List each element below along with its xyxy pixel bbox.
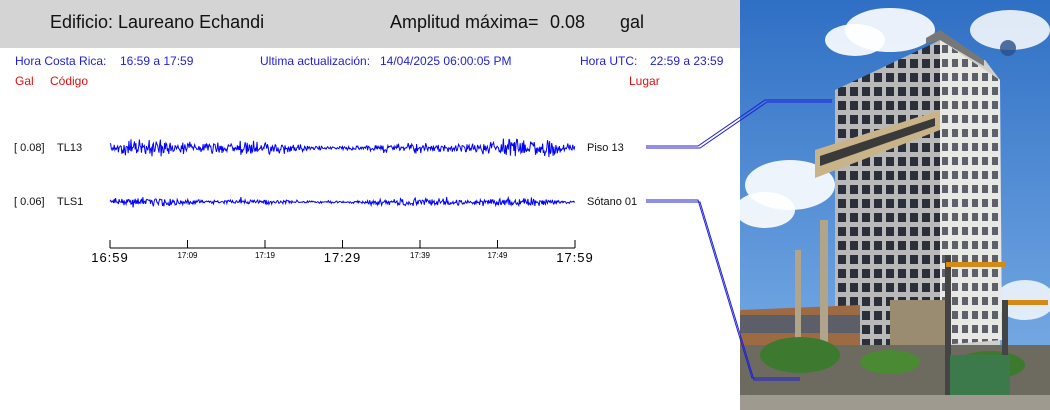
update-value: 14/04/2025 06:00:05 PM <box>380 54 512 68</box>
time-tick-label: 16:59 <box>91 250 129 265</box>
channel-place-tl13: Piso 13 <box>587 142 624 154</box>
max-amplitude-label: Amplitud máxima= <box>390 12 539 32</box>
max-amplitude-unit: gal <box>620 12 645 32</box>
max-amplitude-value: 0.08 <box>550 12 586 32</box>
time-tick-label: 17:49 <box>487 251 508 260</box>
col-gal-header: Gal <box>15 74 34 88</box>
time-axis-ticks: 16:59 17:09 17:19 17:29 17:39 17:49 17:59 <box>91 240 594 265</box>
channel-place-tls1: Sótano 01 <box>587 196 638 208</box>
channel-amp-tls1: [ 0.06] <box>14 196 45 208</box>
building-title: Edificio: Laureano Echandi <box>50 12 265 32</box>
channel-amp-tl13: [ 0.08] <box>14 142 45 154</box>
building-photo <box>740 0 1050 410</box>
waveform-trace-tls1 <box>109 195 576 208</box>
seismogram-plot: 16:59 17:09 17:19 17:29 17:39 17:49 17:59 <box>91 138 594 265</box>
channel-code-tls1: TLS1 <box>57 196 84 208</box>
col-code-header: Código <box>50 74 89 88</box>
cr-time-value: 16:59 a 17:59 <box>120 54 194 68</box>
waveform-trace-tl13 <box>109 138 576 158</box>
col-place-header: Lugar <box>629 74 660 88</box>
header-bar <box>0 0 740 48</box>
time-tick-label: 17:39 <box>410 251 431 260</box>
time-tick-label: 17:19 <box>255 251 276 260</box>
time-tick-label: 17:59 <box>556 250 594 265</box>
utc-time-value: 22:59 a 23:59 <box>650 54 724 68</box>
time-tick-label: 17:29 <box>324 250 362 265</box>
utc-time-label: Hora UTC: <box>580 54 638 68</box>
time-tick-label: 17:09 <box>177 251 198 260</box>
channel-code-tl13: TL13 <box>57 142 83 154</box>
update-label: Ultima actualización: <box>260 54 371 68</box>
cr-time-label: Hora Costa Rica: <box>15 54 107 68</box>
